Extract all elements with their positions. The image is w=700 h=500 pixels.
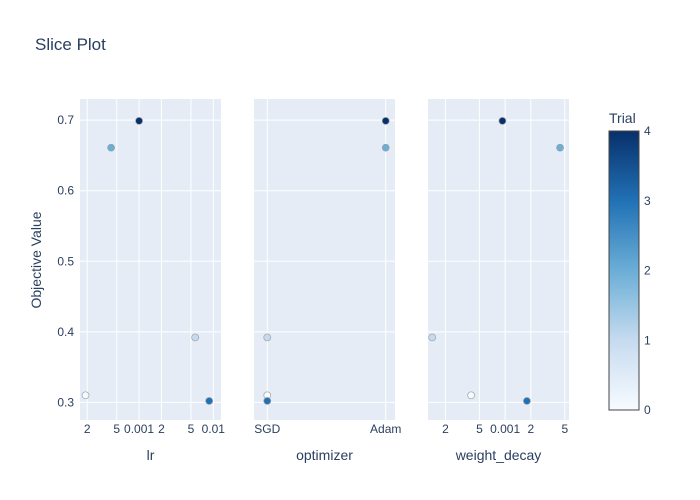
x-tick-label: 0.001: [124, 422, 154, 436]
data-point[interactable]: [191, 333, 200, 342]
colorbar-tick-label: 1: [644, 333, 651, 347]
x-tick-label: SGD: [254, 422, 280, 436]
x-tick-label: 2: [442, 422, 449, 436]
panel-weight-decay: 2 5 0.001 2 5 weight_decay: [428, 99, 569, 463]
y-tick-label: 0.5: [57, 254, 74, 268]
x-tick-label: 0.001: [490, 422, 520, 436]
x-tick-label: 2: [158, 422, 165, 436]
data-point[interactable]: [523, 397, 531, 405]
data-point[interactable]: [381, 143, 390, 152]
panel-optimizer: SGD Adam optimizer: [254, 99, 401, 463]
y-axis-ticks: 0.3 0.4 0.5 0.6 0.7: [57, 113, 74, 409]
plot-background: [80, 99, 221, 420]
y-axis-title: Objective Value: [28, 211, 44, 308]
data-point[interactable]: [467, 391, 475, 400]
data-point[interactable]: [381, 117, 390, 125]
data-point[interactable]: [498, 117, 507, 125]
data-point[interactable]: [81, 391, 90, 400]
colorbar-title: Trial: [609, 110, 636, 126]
data-point[interactable]: [135, 117, 143, 125]
colorbar-gradient: [608, 130, 640, 411]
data-point[interactable]: [263, 333, 272, 342]
y-tick-label: 0.7: [57, 113, 74, 127]
colorbar: Trial 0 1 2 3 4: [608, 110, 651, 417]
plot-background: [428, 99, 569, 420]
x-tick-label: 5: [561, 422, 568, 436]
x-tick-label: Adam: [370, 422, 401, 436]
panels-group: 2 5 0.001 2 5 0.01 lr SGD Adam optimizer 2 5 0.001 2 5…: [57, 99, 569, 463]
colorbar-tick-label: 0: [644, 403, 651, 417]
y-tick-label: 0.3: [57, 395, 74, 409]
colorbar-tick-label: 4: [644, 124, 651, 138]
data-point[interactable]: [263, 397, 272, 405]
x-tick-label: 5: [113, 422, 120, 436]
x-tick-label: 2: [527, 422, 534, 436]
x-axis-title: lr: [147, 447, 155, 463]
data-point[interactable]: [556, 143, 564, 152]
colorbar-ticks: 0 1 2 3 4: [644, 124, 651, 417]
data-point[interactable]: [428, 333, 437, 342]
colorbar-tick-label: 2: [644, 264, 651, 278]
y-tick-label: 0.6: [57, 184, 74, 198]
x-tick-label: 2: [84, 422, 91, 436]
y-tick-label: 0.4: [57, 325, 74, 339]
x-tick-label: 0.01: [202, 422, 226, 436]
data-point[interactable]: [205, 397, 214, 405]
plot-background: [254, 99, 395, 420]
data-point[interactable]: [107, 143, 115, 152]
x-tick-label: 5: [188, 422, 195, 436]
x-axis-title: optimizer: [296, 447, 353, 463]
panel-lr: 2 5 0.001 2 5 0.01 lr: [80, 99, 225, 463]
x-axis-title: weight_decay: [455, 447, 542, 463]
x-tick-label: 5: [476, 422, 483, 436]
chart-title: Slice Plot: [35, 35, 106, 54]
colorbar-tick-label: 3: [644, 194, 651, 208]
